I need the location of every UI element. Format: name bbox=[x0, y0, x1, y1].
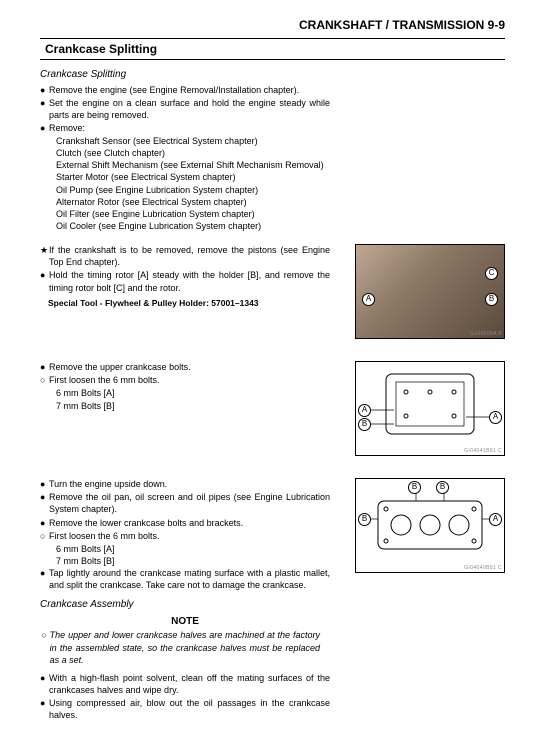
bullet-mark: ● bbox=[40, 517, 49, 529]
fig-label-c: C bbox=[485, 267, 498, 280]
note-circle-mark: ○ bbox=[40, 629, 50, 665]
star-mark: ★ bbox=[40, 244, 49, 268]
fig-label-b: B bbox=[485, 293, 498, 306]
remove-item: Oil Pump (see Engine Lubrication System … bbox=[56, 184, 330, 196]
step: ● Tap lightly around the crankcase matin… bbox=[40, 567, 330, 591]
step: ○ First loosen the 6 mm bolts. bbox=[40, 530, 330, 542]
fig-caption: GI04041B51 C bbox=[464, 448, 502, 454]
step-text: If the crankshaft is to be removed, remo… bbox=[49, 244, 330, 268]
bullet-mark: ● bbox=[40, 491, 49, 515]
step-text: Set the engine on a clean surface and ho… bbox=[49, 97, 330, 121]
bolt-item: 6 mm Bolts [A] bbox=[56, 543, 330, 555]
step-text: Remove the oil pan, oil screen and oil p… bbox=[49, 491, 330, 515]
crankcase-upper-diagram bbox=[356, 362, 504, 455]
step: ○ First loosen the 6 mm bolts. bbox=[40, 374, 330, 386]
bullet-mark: ● bbox=[40, 122, 49, 134]
step: ● Turn the engine upside down. bbox=[40, 478, 330, 490]
fig-label-a: A bbox=[362, 293, 375, 306]
fig-caption: GI04040B51 C bbox=[464, 565, 502, 571]
step-text: Tap lightly around the crankcase mating … bbox=[49, 567, 330, 591]
bolt-item: 7 mm Bolts [B] bbox=[56, 400, 330, 412]
fig-caption: G104000A F bbox=[470, 331, 502, 337]
remove-item: Oil Cooler (see Engine Lubrication Syste… bbox=[56, 220, 330, 232]
bolt-item: 7 mm Bolts [B] bbox=[56, 555, 330, 567]
circle-mark: ○ bbox=[40, 530, 49, 542]
remove-item: Alternator Rotor (see Electrical System … bbox=[56, 196, 330, 208]
step: ● Remove the engine (see Engine Removal/… bbox=[40, 84, 330, 96]
step: ★ If the crankshaft is to be removed, re… bbox=[40, 244, 330, 268]
remove-item: Starter Motor (see Electrical System cha… bbox=[56, 171, 330, 183]
step-text: Remove the lower crankcase bolts and bra… bbox=[49, 517, 330, 529]
remove-item: External Shift Mechanism (see External S… bbox=[56, 159, 330, 171]
step: ● Hold the timing rotor [A] steady with … bbox=[40, 269, 330, 293]
figure-1: A B C G104000A F bbox=[355, 244, 505, 339]
bullet-mark: ● bbox=[40, 567, 49, 591]
step: ● With a high-flash point solvent, clean… bbox=[40, 672, 330, 696]
remove-item: Oil Filter (see Engine Lubrication Syste… bbox=[56, 208, 330, 220]
bullet-mark: ● bbox=[40, 97, 49, 121]
crankcase-lower-diagram bbox=[356, 479, 504, 572]
figure-2: A B A GI04041B51 C bbox=[355, 361, 505, 456]
step-text: First loosen the 6 mm bolts. bbox=[49, 530, 330, 542]
subheading-assembly: Crankcase Assembly bbox=[40, 598, 330, 612]
step: ● Remove the upper crankcase bolts. bbox=[40, 361, 330, 373]
circle-mark: ○ bbox=[40, 374, 49, 386]
remove-item: Clutch (see Clutch chapter) bbox=[56, 147, 330, 159]
remove-item: Crankshaft Sensor (see Electrical System… bbox=[56, 135, 330, 147]
step: ● Remove: bbox=[40, 122, 330, 134]
step-text: With a high-flash point solvent, clean o… bbox=[49, 672, 330, 696]
step-text: Turn the engine upside down. bbox=[49, 478, 330, 490]
note-text: The upper and lower crankcase halves are… bbox=[50, 629, 320, 665]
section-title: Crankcase Splitting bbox=[40, 38, 505, 60]
step-text: Remove: bbox=[49, 122, 330, 134]
bullet-mark: ● bbox=[40, 269, 49, 293]
step-text: Remove the engine (see Engine Removal/In… bbox=[49, 84, 330, 96]
step: ● Using compressed air, blow out the oil… bbox=[40, 697, 330, 721]
step-text: Hold the timing rotor [A] steady with th… bbox=[49, 269, 330, 293]
bullet-mark: ● bbox=[40, 361, 49, 373]
step: ● Set the engine on a clean surface and … bbox=[40, 97, 330, 121]
note-heading: NOTE bbox=[40, 615, 330, 629]
bolt-item: 6 mm Bolts [A] bbox=[56, 387, 330, 399]
bullet-mark: ● bbox=[40, 478, 49, 490]
step-text: Using compressed air, blow out the oil p… bbox=[49, 697, 330, 721]
bullet-mark: ● bbox=[40, 697, 49, 721]
bullet-mark: ● bbox=[40, 84, 49, 96]
step: ● Remove the lower crankcase bolts and b… bbox=[40, 517, 330, 529]
step-text: Remove the upper crankcase bolts. bbox=[49, 361, 330, 373]
figure-3: B B B A GI04040B51 C bbox=[355, 478, 505, 573]
special-tool: Special Tool - Flywheel & Pulley Holder:… bbox=[48, 298, 330, 309]
bullet-mark: ● bbox=[40, 672, 49, 696]
step: ● Remove the oil pan, oil screen and oil… bbox=[40, 491, 330, 515]
step-text: First loosen the 6 mm bolts. bbox=[49, 374, 330, 386]
subheading-splitting: Crankcase Splitting bbox=[40, 68, 330, 82]
running-header: CRANKSHAFT / TRANSMISSION 9-9 bbox=[40, 18, 505, 32]
